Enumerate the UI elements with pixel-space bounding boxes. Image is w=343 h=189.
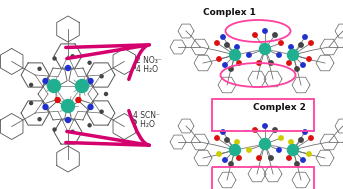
Circle shape [38,67,41,70]
Circle shape [260,43,271,54]
Circle shape [217,152,221,156]
Circle shape [100,110,103,113]
Circle shape [43,105,48,109]
Circle shape [273,33,277,37]
Circle shape [100,75,103,78]
Circle shape [307,152,311,156]
Circle shape [71,130,74,133]
Circle shape [263,124,267,128]
Circle shape [217,57,221,61]
Circle shape [247,53,251,57]
Circle shape [279,136,283,140]
Circle shape [43,78,48,84]
Circle shape [47,80,60,92]
Circle shape [221,35,225,39]
Circle shape [287,145,298,156]
Circle shape [237,61,241,65]
Circle shape [307,57,311,61]
Circle shape [253,128,257,132]
Circle shape [277,53,281,57]
Circle shape [66,118,71,122]
Circle shape [277,148,281,152]
Circle shape [88,124,91,127]
Circle shape [287,50,298,60]
Circle shape [287,156,291,160]
Circle shape [88,61,91,64]
Circle shape [66,104,71,108]
Circle shape [309,41,313,45]
Circle shape [279,41,283,45]
Circle shape [257,156,261,160]
Circle shape [215,136,219,140]
Circle shape [61,99,74,112]
Circle shape [253,33,257,37]
Circle shape [295,67,299,71]
Circle shape [229,67,233,71]
Circle shape [88,105,93,109]
Circle shape [88,78,93,84]
Circle shape [247,148,251,152]
Circle shape [229,50,240,60]
Circle shape [71,55,74,58]
Circle shape [299,138,303,142]
Circle shape [225,43,229,47]
Circle shape [237,156,241,160]
Circle shape [289,140,293,144]
Text: 2 NO₃⁻: 2 NO₃⁻ [136,56,162,65]
Circle shape [301,63,305,67]
Circle shape [289,45,293,49]
Circle shape [215,41,219,45]
Circle shape [309,136,313,140]
Circle shape [269,156,273,160]
Circle shape [260,139,271,149]
Circle shape [29,102,33,105]
Circle shape [38,118,41,121]
Circle shape [221,130,225,134]
Circle shape [53,128,56,131]
Circle shape [53,57,56,60]
Circle shape [66,66,71,70]
Text: Complex 1: Complex 1 [203,8,256,17]
Circle shape [257,61,261,65]
Circle shape [75,80,88,92]
Circle shape [105,92,107,95]
Circle shape [229,145,240,156]
Circle shape [273,128,277,132]
Circle shape [303,130,307,134]
Circle shape [235,45,239,49]
Circle shape [223,158,227,162]
Circle shape [287,61,291,65]
Circle shape [76,98,81,102]
Text: Complex 2: Complex 2 [253,103,306,112]
Circle shape [269,61,273,65]
Circle shape [299,43,303,47]
Circle shape [29,83,33,86]
Circle shape [263,29,267,33]
Circle shape [55,98,60,102]
Circle shape [235,140,239,144]
Circle shape [223,63,227,67]
Circle shape [229,162,233,166]
Circle shape [295,162,299,166]
Circle shape [301,158,305,162]
Text: 4 H₂O: 4 H₂O [136,65,158,74]
Text: 2 H₂O: 2 H₂O [133,120,155,129]
Circle shape [225,138,229,142]
Circle shape [303,35,307,39]
Text: 4 SCN⁻: 4 SCN⁻ [133,111,160,120]
